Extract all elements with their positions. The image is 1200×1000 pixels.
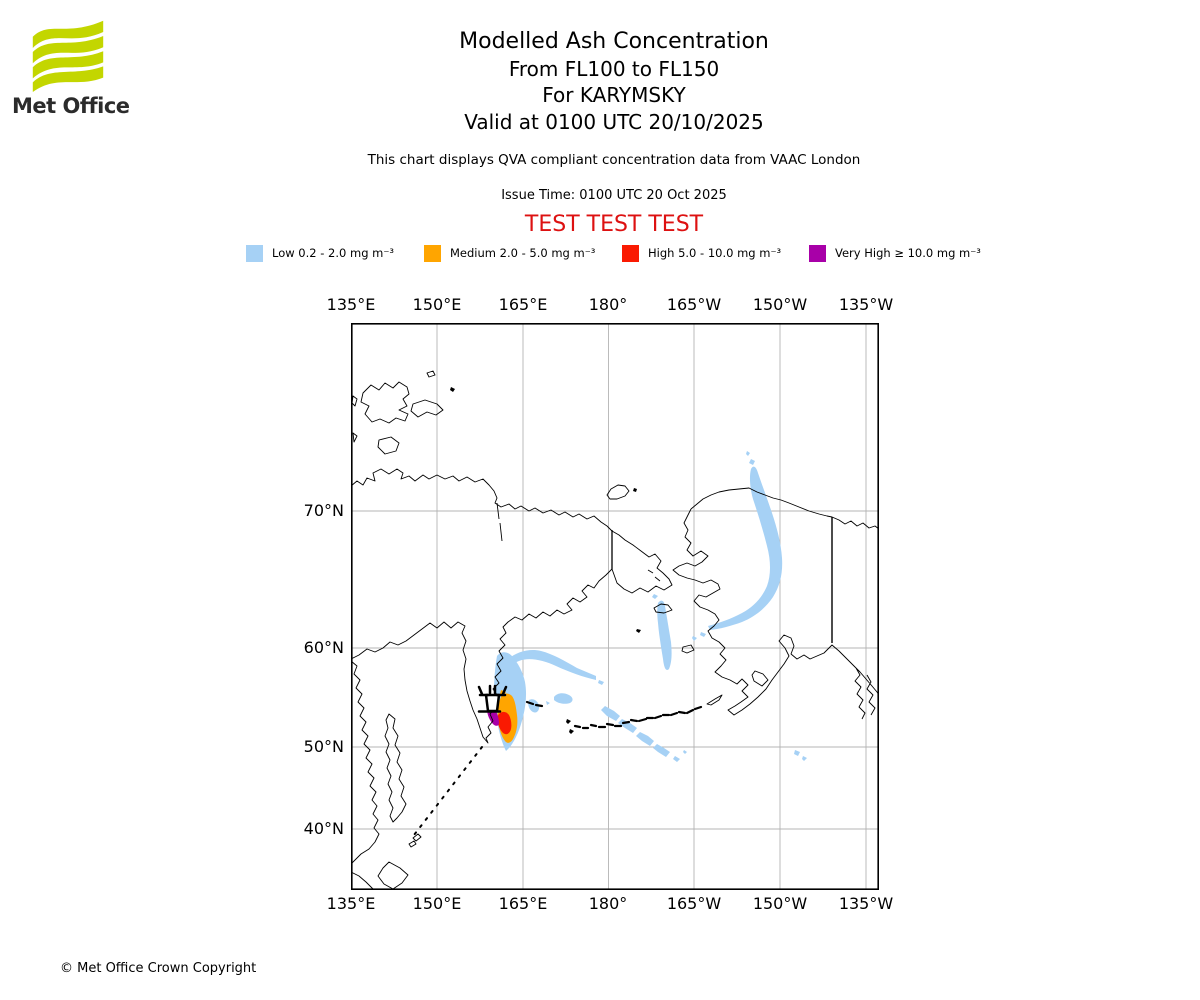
valid-time-subtitle: Valid at 0100 UTC 20/10/2025 <box>464 109 764 134</box>
lon-label-top: 165°E <box>498 295 548 314</box>
lon-label-bottom: 135°W <box>838 894 894 913</box>
legend-item-high: High 5.0 - 10.0 mg m⁻³ <box>622 243 781 263</box>
lon-label-bottom: 135°E <box>326 894 376 913</box>
concentration-legend: Low 0.2 - 2.0 mg m⁻³ Medium 2.0 - 5.0 mg… <box>0 243 1200 267</box>
lat-label: 60°N <box>303 638 344 657</box>
qva-note: This chart displays QVA compliant concen… <box>367 152 861 169</box>
lon-label-top: 135°E <box>326 295 376 314</box>
met-office-logo: Met Office <box>12 16 130 118</box>
very-high-swatch <box>809 244 826 262</box>
chart-title: Modelled Ash Concentration <box>459 29 769 54</box>
aleutian-islands <box>525 700 703 730</box>
lon-label-top: 150°E <box>412 295 462 314</box>
map-border-frame <box>351 323 880 891</box>
copyright-text: © Met Office Crown Copyright <box>60 961 257 976</box>
lon-label-top: 165°W <box>666 295 722 314</box>
high-label: High 5.0 - 10.0 mg m⁻³ <box>648 246 782 260</box>
test-banner: TEST TEST TEST <box>524 212 704 238</box>
coastlines <box>350 370 880 891</box>
lon-label-bottom: 180° <box>588 894 628 913</box>
high-swatch <box>622 244 639 262</box>
legend-item-low: Low 0.2 - 2.0 mg m⁻³ <box>246 243 394 263</box>
legend-item-very-high: Very High ≥ 10.0 mg m⁻³ <box>809 243 981 263</box>
ash-high-layer <box>497 711 512 735</box>
lon-label-bottom: 165°E <box>498 894 548 913</box>
low-label: Low 0.2 - 2.0 mg m⁻³ <box>272 246 395 260</box>
met-office-logo-text: Met Office <box>12 94 130 118</box>
volcano-subtitle: For KARYMSKY <box>542 83 686 108</box>
lon-label-bottom: 165°W <box>666 894 722 913</box>
very-high-label: Very High ≥ 10.0 mg m⁻³ <box>835 246 981 260</box>
lat-label: 70°N <box>303 501 344 520</box>
chart-header: Modelled Ash Concentration From FL100 to… <box>14 28 1200 237</box>
legend-item-medium: Medium 2.0 - 5.0 mg m⁻³ <box>424 243 595 263</box>
kuril-islands <box>413 746 483 836</box>
met-office-waves-icon <box>32 20 104 92</box>
flight-level-subtitle: From FL100 to FL150 <box>508 56 720 81</box>
lon-label-top: 135°W <box>838 295 894 314</box>
lon-label-bottom: 150°E <box>412 894 462 913</box>
map-container <box>350 323 880 891</box>
medium-label: Medium 2.0 - 5.0 mg m⁻³ <box>450 246 596 260</box>
lon-label-top: 150°W <box>752 295 808 314</box>
medium-swatch <box>424 244 441 262</box>
ash-concentration-map <box>350 323 880 891</box>
lat-label: 40°N <box>303 819 344 838</box>
lon-label-top: 180° <box>588 295 628 314</box>
low-swatch <box>246 244 263 262</box>
volcano-icon <box>477 684 508 713</box>
ash-low-layer <box>494 451 807 762</box>
graticule-grid <box>351 323 879 890</box>
issue-time: Issue Time: 0100 UTC 20 Oct 2025 <box>501 188 727 204</box>
lat-label: 50°N <box>303 737 344 756</box>
lon-label-bottom: 150°W <box>752 894 808 913</box>
